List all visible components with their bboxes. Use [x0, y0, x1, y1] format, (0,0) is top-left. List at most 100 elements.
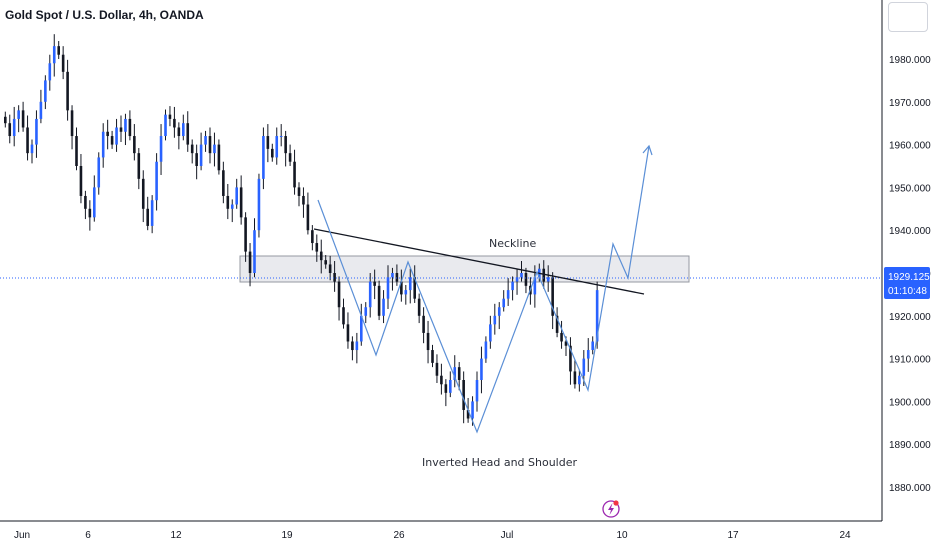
candle-body	[497, 307, 501, 316]
candle-body	[182, 123, 185, 137]
y-tick-label: 1960.000	[889, 141, 931, 152]
y-tick-label: 1940.000	[889, 226, 931, 237]
candle-body	[52, 46, 56, 64]
candle-body	[373, 281, 376, 286]
candle-body	[324, 260, 327, 265]
candlestick-series	[4, 34, 599, 426]
candle-body	[395, 273, 399, 282]
candle-body	[480, 358, 483, 380]
x-tick-label: 19	[281, 530, 293, 541]
price-scale-settings-button[interactable]	[888, 2, 928, 32]
x-tick-label: 26	[393, 530, 405, 541]
candle-body	[493, 315, 497, 325]
pattern-zigzag[interactable]	[317, 145, 650, 434]
candle-body	[404, 290, 408, 295]
candle-body	[44, 80, 47, 102]
candle-body	[262, 136, 265, 179]
candle-body	[422, 315, 425, 333]
candle-body	[110, 136, 114, 145]
pattern-label[interactable]: Inverted Head and Shoulder	[422, 456, 577, 469]
candle-body	[306, 204, 310, 231]
candle-body	[12, 118, 16, 137]
candle-body	[4, 116, 7, 124]
candle-body	[186, 123, 190, 145]
y-tick-label: 1950.000	[889, 183, 931, 194]
y-tick-label: 1880.000	[889, 483, 931, 494]
x-tick-label: 17	[727, 530, 739, 541]
candle-body	[106, 131, 109, 137]
candle-body	[462, 380, 465, 410]
candle-body	[168, 114, 172, 119]
event-alert-dot	[613, 500, 619, 506]
candle-body	[271, 148, 274, 158]
candle-body	[137, 153, 141, 179]
event-lightning-icon[interactable]	[602, 500, 620, 518]
candle-body	[489, 324, 492, 342]
projection-arrowhead	[642, 144, 653, 156]
resistance-zone[interactable]	[239, 255, 690, 283]
candle-body	[444, 384, 448, 393]
candle-body	[368, 281, 372, 308]
candle-body	[57, 46, 60, 55]
x-tick-label: 24	[839, 530, 851, 541]
candle-body	[141, 178, 145, 209]
candle-body	[177, 127, 181, 137]
neckline-label[interactable]: Neckline	[489, 237, 536, 250]
candle-body	[75, 136, 78, 166]
candle-body	[159, 136, 163, 162]
candle-body	[84, 195, 87, 209]
candle-body	[595, 290, 599, 342]
candle-body	[133, 136, 136, 154]
candle-body	[239, 187, 243, 218]
neckline-trendline[interactable]	[313, 228, 645, 295]
candle-body	[351, 341, 354, 351]
candle-body	[146, 208, 149, 226]
y-tick-label: 1980.000	[889, 55, 931, 66]
candle-body	[586, 350, 590, 359]
candle-body	[555, 315, 559, 333]
y-axis[interactable]: 1980.000 1970.000 1960.000 1950.000 1940.000…	[889, 55, 931, 494]
candle-body	[337, 281, 341, 308]
candle-body	[128, 118, 132, 137]
candle-body	[417, 298, 421, 316]
candle-body	[275, 136, 279, 158]
candle-body	[506, 290, 510, 299]
candle-body	[222, 170, 225, 196]
candle-body	[217, 144, 221, 171]
candle-body	[30, 144, 34, 154]
candle-body	[297, 187, 301, 196]
bar-countdown: 01:10:48	[888, 286, 927, 297]
candle-body	[266, 136, 270, 149]
candle-body	[382, 298, 385, 316]
candle-body	[88, 208, 92, 218]
candle-body	[195, 153, 198, 166]
candle-body	[115, 127, 118, 145]
candle-body	[435, 362, 439, 376]
candle-body	[21, 110, 25, 128]
candle-body	[328, 264, 332, 273]
x-axis[interactable]: Jun 6 12 19 26 Jul 10 17 24	[14, 530, 851, 541]
candle-body	[97, 157, 101, 188]
candle-body	[204, 136, 207, 145]
y-tick-label: 1890.000	[889, 440, 931, 451]
candle-body	[471, 401, 474, 419]
candle-body	[524, 273, 528, 286]
candle-body	[199, 144, 203, 166]
candle-body	[511, 281, 514, 291]
candle-body	[230, 204, 234, 209]
candle-body	[244, 217, 247, 252]
candle-body	[591, 341, 594, 351]
candle-body	[426, 332, 430, 351]
candle-body	[284, 136, 287, 154]
x-tick-label: Jun	[14, 530, 30, 541]
candle-body	[61, 54, 65, 72]
candle-body	[213, 144, 216, 154]
candle-body	[578, 375, 581, 385]
candle-body	[440, 375, 443, 385]
symbol-title[interactable]: Gold Spot / U.S. Dollar, 4h, OANDA	[5, 8, 204, 22]
candle-body	[475, 380, 479, 402]
candle-body	[93, 187, 96, 218]
candle-body	[466, 409, 470, 419]
candle-body	[101, 131, 105, 158]
